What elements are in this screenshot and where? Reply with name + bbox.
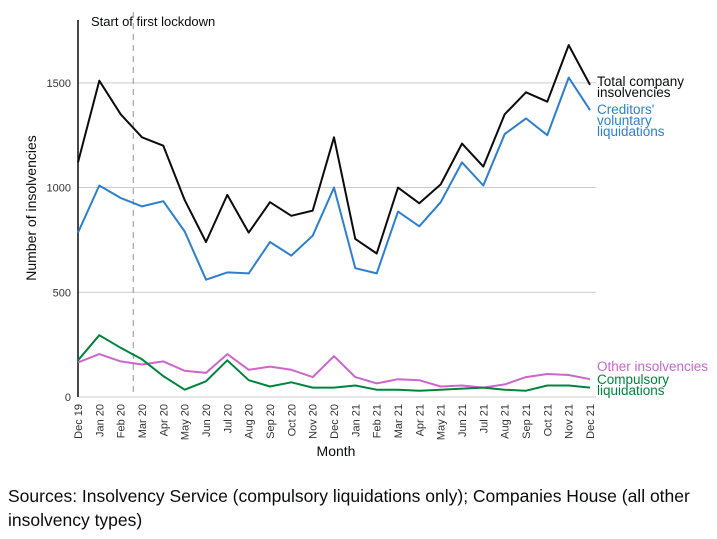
x-tick-label: Feb 21 (372, 404, 384, 438)
y-axis-ticks: 0 500 1000 1500 (47, 78, 71, 404)
x-axis-ticks: Dec 19 Jan 20 Feb 20 Mar 20 Apr 20 May 20 Jun … (73, 404, 597, 440)
x-tick-label: May 21 (436, 404, 448, 440)
series-line-compulsory (77, 334, 591, 392)
y-tick-label: 500 (53, 287, 71, 299)
x-tick-label: Sep 21 (521, 404, 533, 439)
lockdown-annotation-text: Start of first lockdown (91, 14, 215, 29)
x-tick-label: Oct 21 (542, 404, 554, 436)
series-label-compulsory: Compulsory liquidations (597, 372, 669, 398)
series-label-other: Other insolvencies (597, 359, 708, 374)
x-tick-label: Aug 20 (244, 404, 256, 439)
x-tick-label: Dec 19 (73, 404, 85, 439)
x-tick-label: Sep 20 (265, 404, 277, 439)
series-line-total (77, 44, 591, 255)
lockdown-annotation: Start of first lockdown (91, 12, 215, 397)
x-tick-label: May 20 (180, 404, 192, 440)
line-chart: Start of first lockdown Dec 19 Jan 20 Feb … (23, 12, 708, 459)
x-tick-label: Mar 21 (393, 404, 405, 438)
x-tick-label: Aug 21 (500, 404, 512, 439)
series-lines (77, 44, 591, 392)
series-label-total: Total company insolvencies (597, 74, 684, 100)
x-tick-label: Nov 21 (564, 404, 576, 439)
source-note: Sources: Insolvency Service (compulsory … (8, 486, 690, 530)
x-tick-label: Jan 21 (350, 404, 362, 437)
x-tick-label: Jul 21 (478, 404, 490, 433)
gridlines (78, 82, 596, 398)
y-tick-label: 0 (65, 392, 71, 404)
y-tick-label: 1000 (47, 183, 71, 195)
x-tick-label: Apr 20 (158, 404, 170, 436)
series-line-cvl (77, 76, 591, 281)
x-tick-label: Jun 20 (201, 404, 213, 437)
x-tick-label: Jun 21 (457, 404, 469, 437)
x-tick-label: Jan 20 (94, 404, 106, 437)
x-axis-title: Month (317, 443, 356, 459)
x-tick-label: Dec 20 (329, 404, 341, 439)
x-tick-label: Apr 21 (414, 404, 426, 436)
x-tick-label: Feb 20 (116, 404, 128, 438)
series-label-cvl: Creditors' voluntary liquidations (597, 102, 665, 139)
series-line-other (77, 353, 591, 389)
x-tick-label: Nov 20 (308, 404, 320, 439)
y-tick-label: 1500 (47, 78, 71, 90)
x-tick-label: Oct 20 (286, 404, 298, 436)
x-tick-label: Dec 21 (585, 404, 597, 439)
x-tick-label: Mar 20 (137, 404, 149, 438)
x-tick-label: Jul 20 (222, 404, 234, 433)
y-axis-title: Number of insolvencies (23, 135, 39, 281)
